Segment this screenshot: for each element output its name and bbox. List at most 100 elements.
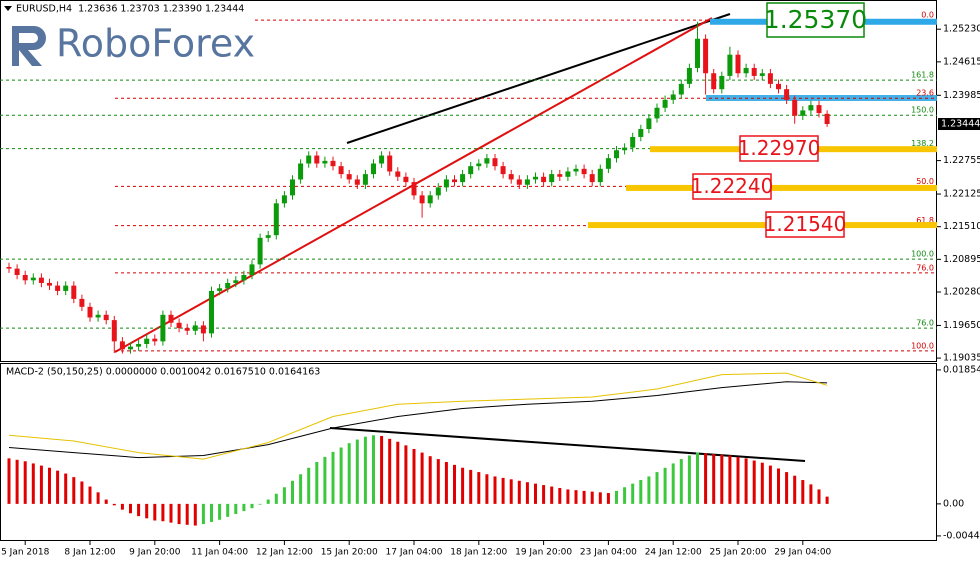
histogram-bar bbox=[436, 459, 440, 504]
y-tick-label: -0.004433 bbox=[943, 530, 980, 541]
candle-body bbox=[743, 67, 749, 74]
candle-body bbox=[678, 83, 684, 95]
histogram-bar bbox=[550, 486, 554, 504]
histogram-bar bbox=[420, 452, 424, 504]
histogram-bar bbox=[104, 499, 108, 504]
histogram-bar bbox=[663, 467, 667, 504]
histogram-bar bbox=[153, 503, 157, 521]
candle-body bbox=[500, 166, 506, 175]
histogram-bar bbox=[736, 456, 740, 504]
histogram-bar bbox=[590, 491, 594, 504]
candle-body bbox=[427, 195, 433, 204]
candle-body bbox=[233, 280, 239, 283]
histogram-bar bbox=[461, 467, 465, 504]
y-tick-label: 1.19035 bbox=[943, 353, 980, 364]
candle-body bbox=[249, 264, 255, 275]
x-tick-label: 9 Jan 20:00 bbox=[129, 548, 181, 558]
price-box-label: 1.22970 bbox=[738, 136, 821, 160]
candle-body bbox=[443, 179, 449, 188]
candle-body bbox=[646, 118, 652, 130]
histogram-bar bbox=[307, 467, 311, 504]
histogram-bar bbox=[542, 485, 546, 504]
histogram-bar bbox=[177, 503, 181, 525]
candle-body bbox=[371, 163, 376, 175]
histogram-bar bbox=[428, 456, 432, 504]
level-label: 50.0 bbox=[916, 177, 934, 186]
histogram-bar bbox=[299, 474, 303, 504]
level-label: 138.2 bbox=[911, 139, 934, 148]
price-box bbox=[692, 173, 772, 200]
histogram-bar bbox=[712, 454, 716, 504]
histogram-bar bbox=[210, 503, 213, 522]
y-tick-label: 0.00 bbox=[943, 498, 964, 509]
histogram-bar bbox=[169, 503, 173, 523]
x-tick-label: 19 Jan 20:00 bbox=[515, 548, 572, 558]
candle-body bbox=[306, 155, 312, 164]
histogram-bar bbox=[218, 503, 222, 520]
candle-body bbox=[719, 75, 725, 90]
histogram-bar bbox=[728, 455, 732, 504]
candle-body bbox=[128, 346, 133, 350]
histogram-bar bbox=[704, 453, 708, 504]
level-label: 161.8 bbox=[911, 71, 934, 80]
candle-body bbox=[200, 325, 206, 334]
histogram-bar bbox=[615, 490, 618, 504]
y-tick-label: 0.018541 bbox=[943, 364, 980, 375]
histogram-bar bbox=[639, 480, 643, 504]
candle-body bbox=[38, 277, 44, 283]
candle-body bbox=[589, 174, 595, 183]
level-label: 100.0 bbox=[911, 341, 934, 350]
candle-body bbox=[176, 322, 182, 329]
histogram-bar bbox=[258, 503, 262, 505]
level-label: 0.0 bbox=[921, 11, 934, 20]
candle-body bbox=[241, 274, 247, 281]
histogram-bar bbox=[404, 445, 408, 504]
histogram-bar bbox=[129, 503, 132, 514]
logo: RoboForex bbox=[12, 22, 255, 66]
histogram-bar bbox=[647, 476, 651, 504]
histogram-bar bbox=[266, 499, 270, 504]
histogram-bar bbox=[696, 452, 699, 504]
candle-body bbox=[468, 166, 474, 175]
candle-body bbox=[136, 344, 142, 347]
candle-body bbox=[419, 195, 425, 204]
histogram-bar bbox=[380, 435, 384, 504]
candle-body bbox=[751, 67, 757, 76]
candle-body bbox=[411, 182, 417, 196]
x-tick-label: 23 Jan 04:00 bbox=[580, 548, 637, 558]
histogram-bar bbox=[347, 443, 351, 504]
histogram-bar bbox=[534, 483, 537, 504]
histogram-bar bbox=[412, 448, 416, 504]
candle-body bbox=[273, 203, 279, 236]
candle-body bbox=[549, 174, 555, 183]
histogram-bar bbox=[372, 435, 375, 504]
candle-body bbox=[403, 176, 409, 183]
histogram-bar bbox=[234, 503, 238, 514]
histogram-bar bbox=[201, 503, 205, 525]
candle-body bbox=[257, 237, 263, 265]
y-tick-label: 1.20280 bbox=[943, 286, 980, 297]
histogram-bar bbox=[777, 468, 780, 504]
histogram-bar bbox=[744, 458, 748, 504]
candle-body bbox=[435, 187, 441, 196]
histogram-bar bbox=[801, 480, 805, 504]
histogram-bar bbox=[752, 460, 756, 504]
histogram-bar bbox=[96, 492, 100, 504]
y-tick-label: 1.19650 bbox=[943, 320, 980, 331]
x-tick-label: 8 Jan 12:00 bbox=[64, 548, 116, 558]
y-tick-label: 1.25230 bbox=[943, 24, 980, 35]
histogram-bar bbox=[363, 436, 367, 504]
level-label: 100.0 bbox=[911, 250, 934, 259]
candle-body bbox=[508, 174, 514, 180]
histogram-bar bbox=[825, 496, 829, 504]
candle-body bbox=[30, 277, 36, 281]
histogram-bar bbox=[39, 465, 43, 504]
y-tick-label: 1.23985 bbox=[943, 90, 980, 101]
x-tick-label: 11 Jan 04:00 bbox=[191, 548, 248, 558]
candle-body bbox=[524, 179, 530, 185]
histogram-bar bbox=[64, 473, 68, 504]
histogram-bar bbox=[574, 490, 578, 504]
histogram-bar bbox=[315, 461, 319, 504]
candle-body bbox=[265, 235, 271, 238]
candle-body bbox=[103, 314, 109, 321]
